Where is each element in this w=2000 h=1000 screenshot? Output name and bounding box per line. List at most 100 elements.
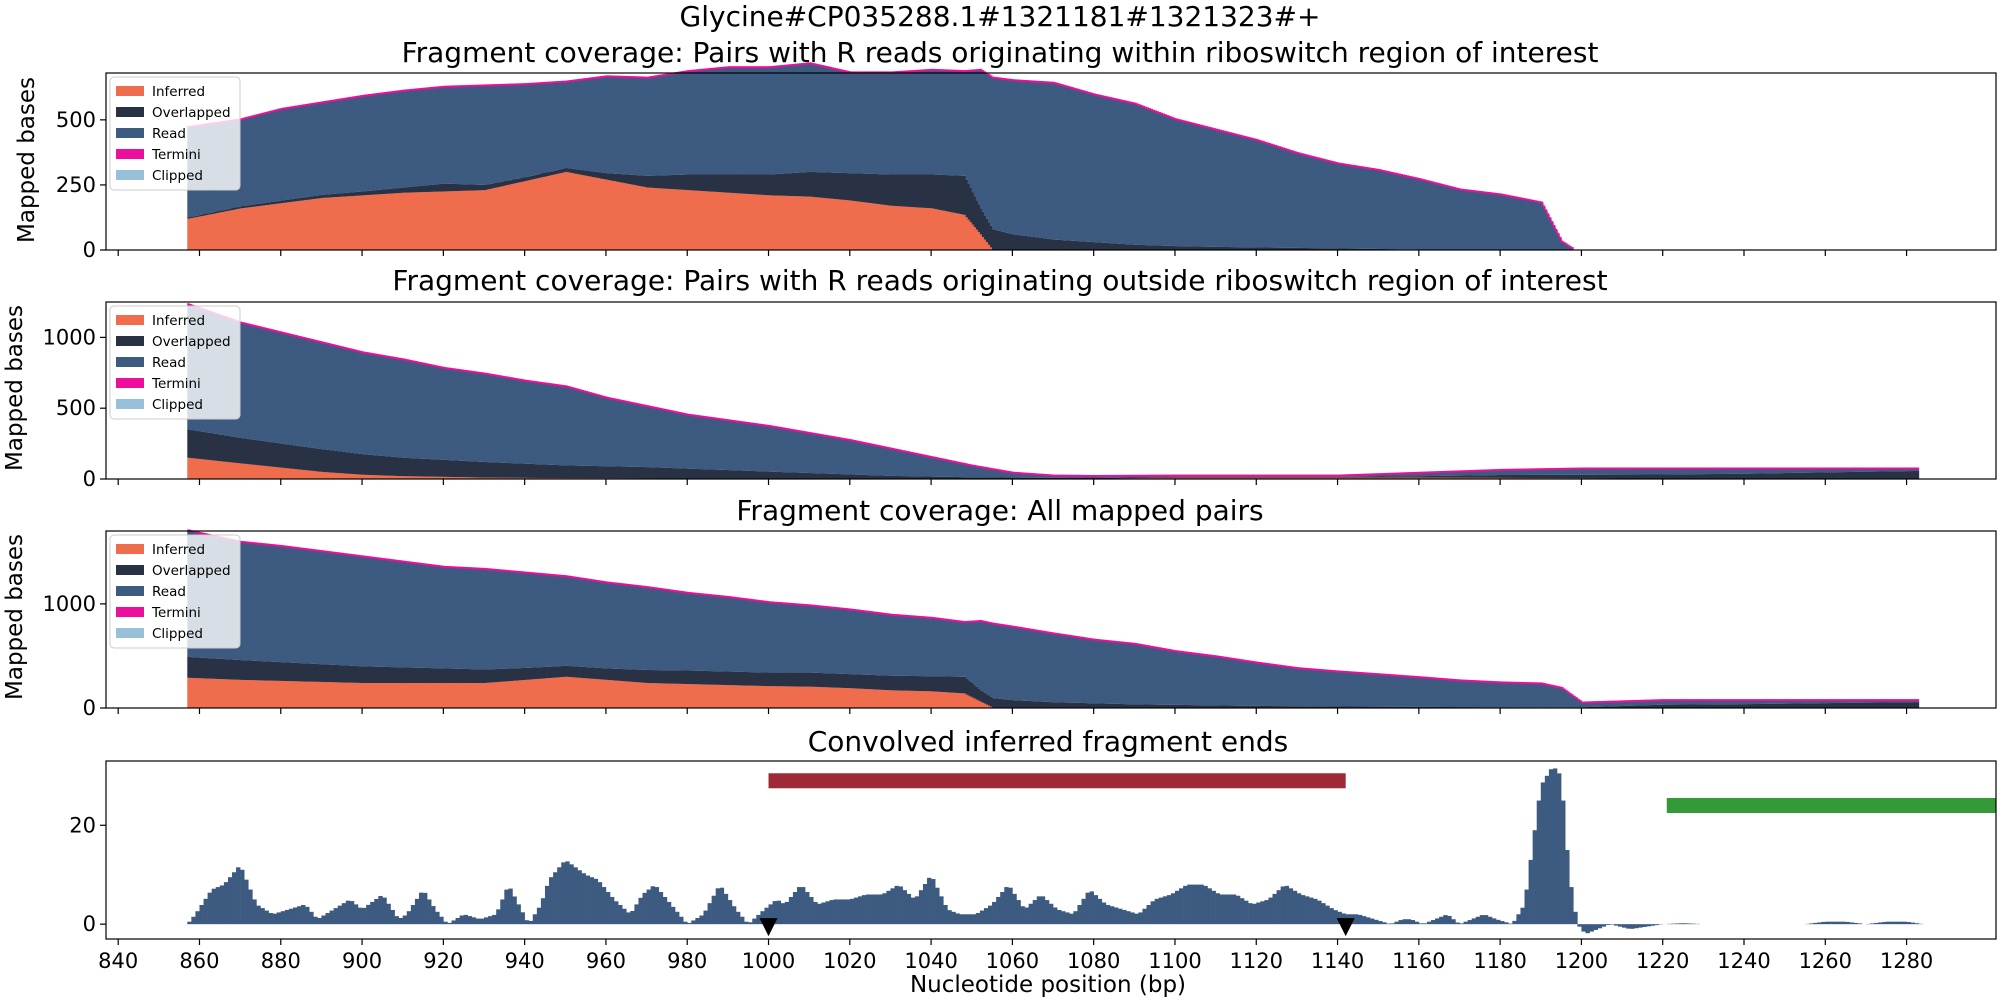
bar-overlapped (882, 475, 885, 479)
bar-overlapped (368, 190, 371, 195)
bar-read (1174, 119, 1178, 247)
bar-inferred (670, 189, 674, 250)
bar-inferred (309, 470, 312, 479)
termini-edge (691, 414, 694, 417)
bar-inferred (1217, 477, 1221, 479)
bar-overlapped (1246, 476, 1249, 478)
termini-edge (544, 382, 548, 385)
bar-overlapped (1024, 235, 1028, 250)
termini-edge (1532, 199, 1536, 202)
bar-inferred (918, 207, 922, 250)
bar-overlapped (1256, 247, 1259, 250)
termini-edge (502, 375, 505, 378)
bar-overlapped (681, 174, 684, 190)
bar-inferred (983, 239, 987, 250)
bar-read (1075, 476, 1078, 478)
termini-edge (473, 371, 477, 374)
termini-edge (581, 78, 584, 81)
bar-inferred (1246, 477, 1249, 479)
termini-edge (1122, 99, 1125, 102)
bar-read (522, 84, 526, 178)
bar-overlapped (199, 431, 202, 460)
termini-edge (1195, 123, 1198, 126)
bar-overlapped (451, 183, 454, 192)
bar-inferred (402, 476, 406, 479)
bar-overlapped (205, 213, 209, 216)
bar-inferred (232, 462, 235, 479)
bar-overlapped (1067, 240, 1070, 250)
termini-edge (817, 64, 820, 67)
bar-read (1002, 79, 1005, 232)
bar-inferred (299, 200, 302, 250)
bar-inferred (922, 207, 926, 250)
bar-read (544, 83, 548, 173)
termini-edge (270, 329, 274, 332)
bar-overlapped (1118, 477, 1121, 479)
termini-edge (1483, 191, 1487, 194)
bar-inferred (803, 196, 806, 250)
bar-inferred (323, 472, 326, 479)
bar-overlapped (266, 441, 269, 467)
termini-edge (266, 111, 269, 114)
termini-edge (1376, 168, 1379, 171)
termini-edge (610, 397, 613, 400)
bar-inferred (305, 200, 308, 250)
bar-overlapped (536, 464, 540, 478)
bar-read (315, 341, 318, 449)
bar-read (1384, 171, 1387, 250)
termini-edge (1162, 113, 1166, 116)
bar-inferred (500, 477, 503, 479)
bar-inferred (906, 206, 910, 250)
termini-edge (772, 425, 776, 428)
termini-edge (1087, 474, 1091, 477)
bar-read (1404, 176, 1408, 250)
bar-inferred (441, 191, 444, 250)
bar-overlapped (738, 174, 741, 194)
bar-inferred (329, 197, 332, 250)
bar-overlapped (819, 172, 822, 198)
bar-overlapped (965, 477, 969, 479)
bar-overlapped (471, 184, 475, 191)
bar-inferred (484, 477, 487, 479)
termini-edge (1158, 474, 1162, 477)
bar-overlapped (1272, 247, 1275, 250)
bar-read (803, 432, 806, 473)
bar-read (429, 365, 432, 460)
bar-overlapped (1189, 476, 1192, 478)
termini-edge (500, 83, 503, 86)
bar-overlapped (1032, 477, 1036, 479)
bar-overlapped (786, 472, 790, 479)
bar-overlapped (823, 172, 826, 199)
bar-read (1489, 193, 1493, 250)
bar-read (823, 436, 826, 474)
termini-edge (270, 110, 274, 113)
bar-read (937, 70, 940, 175)
bar-overlapped (1183, 246, 1186, 250)
bar-read (878, 446, 881, 476)
bar-inferred (605, 179, 609, 250)
bar-read (927, 456, 930, 477)
bar-inferred (857, 201, 861, 250)
bar-read (402, 360, 406, 458)
bar-inferred (337, 196, 341, 250)
bar-inferred (1219, 477, 1223, 479)
termini-edge (985, 72, 989, 75)
bar-read (847, 72, 851, 174)
termini-edge (1366, 167, 1369, 170)
bar-read (565, 82, 568, 169)
bar-read (347, 349, 351, 453)
bar-inferred (303, 200, 306, 250)
bar-overlapped (191, 216, 194, 218)
termini-edge (1424, 179, 1428, 182)
bar-read (1160, 476, 1164, 478)
bar-overlapped (341, 451, 345, 474)
bar-read (699, 70, 702, 175)
bar-inferred (437, 476, 440, 479)
bar-overlapped (731, 174, 735, 193)
bar-read (1162, 115, 1166, 246)
termini-edge (1097, 474, 1101, 477)
termini-edge (1390, 171, 1393, 174)
bar-overlapped (1016, 477, 1019, 479)
bar-read (811, 64, 814, 172)
termini-edge (953, 69, 956, 72)
